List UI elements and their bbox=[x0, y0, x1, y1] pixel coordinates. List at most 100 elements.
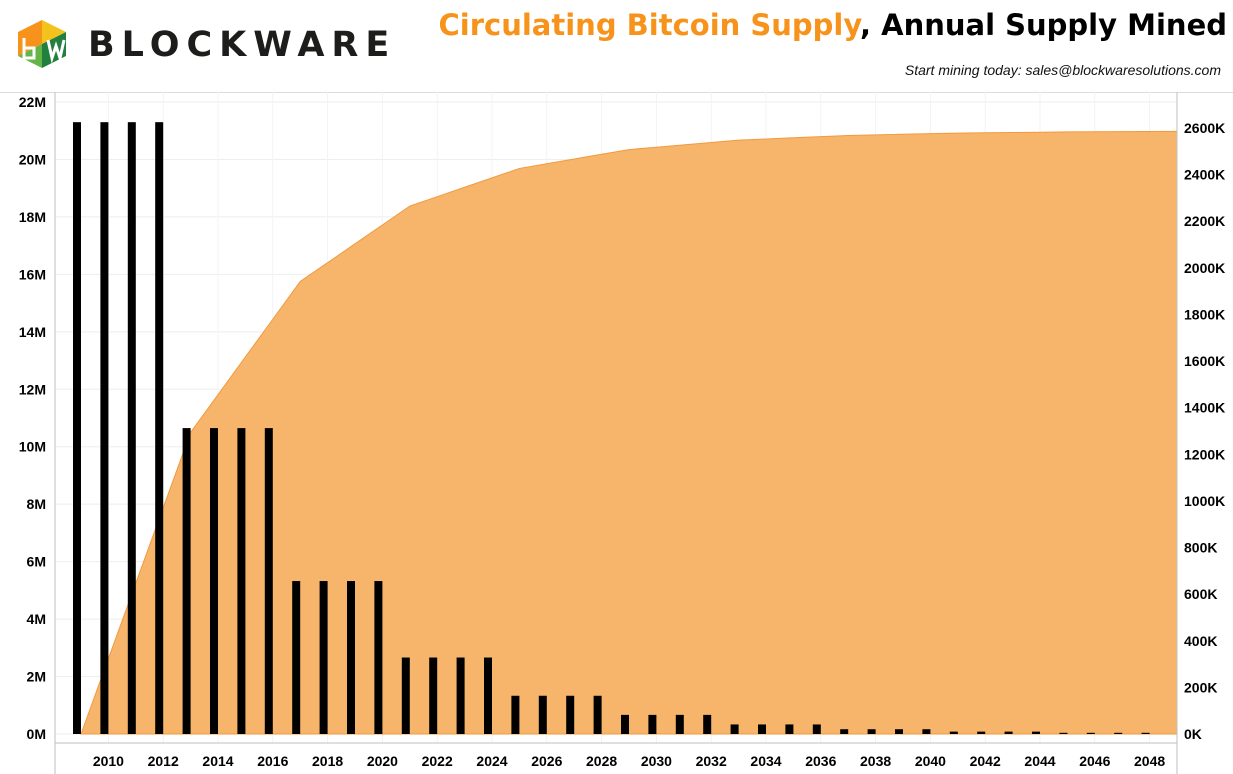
left-tick-label: 8M bbox=[27, 496, 46, 512]
right-tick-label: 1800K bbox=[1184, 306, 1225, 322]
bar-2036 bbox=[812, 724, 821, 734]
x-tick-label: 2044 bbox=[1024, 753, 1055, 769]
title-rest: , Annual Supply Mined bbox=[860, 8, 1227, 42]
x-tick-label: 2046 bbox=[1079, 753, 1110, 769]
bar-2029 bbox=[621, 714, 629, 734]
logo-face-top bbox=[42, 20, 66, 44]
x-tick-label: 2036 bbox=[805, 753, 836, 769]
bar-2032 bbox=[703, 714, 712, 734]
right-tick-label: 1000K bbox=[1184, 493, 1225, 509]
x-tick-label: 2038 bbox=[860, 753, 891, 769]
bar-2013 bbox=[182, 428, 191, 734]
right-tick-label: 2000K bbox=[1184, 260, 1225, 276]
x-tick-label: 2026 bbox=[531, 753, 562, 769]
bar-2015 bbox=[237, 428, 246, 734]
chart-subtitle: Start mining today: sales@blockwaresolut… bbox=[904, 62, 1221, 78]
right-tick-label: 2600K bbox=[1184, 120, 1225, 136]
x-tick-label: 2032 bbox=[696, 753, 727, 769]
left-tick-label: 12M bbox=[19, 381, 46, 397]
bar-2017 bbox=[292, 581, 301, 734]
left-tick-label: 4M bbox=[27, 611, 46, 627]
left-tick-label: 0M bbox=[27, 726, 46, 742]
logo-face-bottom bbox=[18, 44, 42, 68]
blockware-logo-icon bbox=[18, 20, 66, 68]
bar-2026 bbox=[538, 695, 547, 734]
x-tick-label: 2042 bbox=[970, 753, 1001, 769]
bar-2024 bbox=[484, 657, 492, 734]
bar-2012 bbox=[155, 122, 164, 734]
bar-2044 bbox=[1032, 731, 1040, 734]
bar-2040 bbox=[922, 729, 931, 734]
left-tick-label: 20M bbox=[19, 151, 46, 167]
bar-2016 bbox=[264, 428, 273, 734]
x-tick-label: 2024 bbox=[476, 753, 507, 769]
bar-2031 bbox=[675, 714, 684, 734]
bar-2009 bbox=[73, 122, 81, 734]
left-axis-ticks: 0M 2M 4M 6M 8M 10M 12M 14M 16M 18M 20M 22M bbox=[19, 94, 46, 742]
bar-2042 bbox=[977, 731, 986, 734]
right-tick-label: 2400K bbox=[1184, 167, 1225, 183]
left-tick-label: 18M bbox=[19, 209, 46, 225]
right-axis-ticks: 0K 200K 400K 600K 800K 1000K 1200K 1400K 1600K 18… bbox=[1184, 120, 1225, 742]
right-tick-label: 2200K bbox=[1184, 213, 1225, 229]
left-tick-label: 10M bbox=[19, 439, 46, 455]
bar-2022 bbox=[429, 657, 438, 734]
x-tick-label: 2028 bbox=[586, 753, 617, 769]
bar-2011 bbox=[127, 122, 136, 734]
bar-2010 bbox=[100, 122, 109, 734]
left-tick-label: 6M bbox=[27, 554, 46, 570]
right-tick-label: 800K bbox=[1184, 540, 1217, 556]
right-tick-label: 600K bbox=[1184, 586, 1217, 602]
bar-2045 bbox=[1059, 732, 1068, 734]
x-tick-label: 2030 bbox=[641, 753, 672, 769]
bar-2033 bbox=[730, 724, 739, 734]
right-tick-label: 1200K bbox=[1184, 446, 1225, 462]
bar-2027 bbox=[566, 695, 575, 734]
bar-2037 bbox=[840, 729, 849, 734]
chart-title: Circulating Bitcoin Supply, Annual Suppl… bbox=[439, 8, 1228, 42]
bar-2046 bbox=[1086, 732, 1095, 734]
right-tick-label: 1600K bbox=[1184, 353, 1225, 369]
bar-2023 bbox=[456, 657, 465, 734]
right-tick-label: 0K bbox=[1184, 726, 1202, 742]
bar-2035 bbox=[785, 724, 794, 734]
bar-2019 bbox=[347, 581, 355, 734]
x-tick-label: 2012 bbox=[148, 753, 179, 769]
x-tick-label: 2034 bbox=[750, 753, 781, 769]
left-tick-label: 16M bbox=[19, 266, 46, 282]
bar-2048 bbox=[1141, 732, 1150, 734]
right-tick-label: 1400K bbox=[1184, 400, 1225, 416]
brand-name: BLOCKWARE bbox=[88, 25, 397, 65]
bar-2043 bbox=[1004, 731, 1013, 734]
right-tick-label: 200K bbox=[1184, 679, 1217, 695]
bar-2020 bbox=[374, 581, 383, 734]
bar-2018 bbox=[319, 581, 328, 734]
chart-header: BLOCKWARE Circulating Bitcoin Supply, An… bbox=[0, 0, 1233, 93]
left-tick-label: 22M bbox=[19, 94, 46, 110]
bar-2028 bbox=[593, 695, 602, 734]
x-tick-label: 2020 bbox=[367, 753, 398, 769]
bar-2025 bbox=[511, 695, 520, 734]
bar-2034 bbox=[758, 724, 766, 734]
left-tick-label: 2M bbox=[27, 669, 46, 685]
x-tick-label: 2016 bbox=[257, 753, 288, 769]
left-tick-label: 14M bbox=[19, 324, 46, 340]
x-axis-ticks: 2010 2012 2014 2016 2018 2020 2022 2024 2026 2028… bbox=[93, 753, 1166, 769]
bar-2014 bbox=[210, 428, 218, 734]
title-highlight: Circulating Bitcoin Supply bbox=[438, 8, 861, 42]
bar-2039 bbox=[895, 729, 903, 734]
x-tick-label: 2040 bbox=[915, 753, 946, 769]
bar-2030 bbox=[648, 714, 657, 734]
annual-supply-bars bbox=[73, 122, 1150, 734]
bar-2041 bbox=[949, 731, 958, 734]
x-tick-label: 2018 bbox=[312, 753, 343, 769]
bar-2047 bbox=[1114, 732, 1123, 734]
x-tick-label: 2022 bbox=[422, 753, 453, 769]
x-tick-label: 2014 bbox=[202, 753, 233, 769]
chart-plot: 0M 2M 4M 6M 8M 10M 12M 14M 16M 18M 20M 22M 0K 200K 40… bbox=[19, 92, 1225, 774]
x-tick-label: 2010 bbox=[93, 753, 124, 769]
bar-2038 bbox=[867, 729, 876, 734]
bar-2021 bbox=[401, 657, 410, 734]
right-tick-label: 400K bbox=[1184, 633, 1217, 649]
x-tick-label: 2048 bbox=[1134, 753, 1165, 769]
